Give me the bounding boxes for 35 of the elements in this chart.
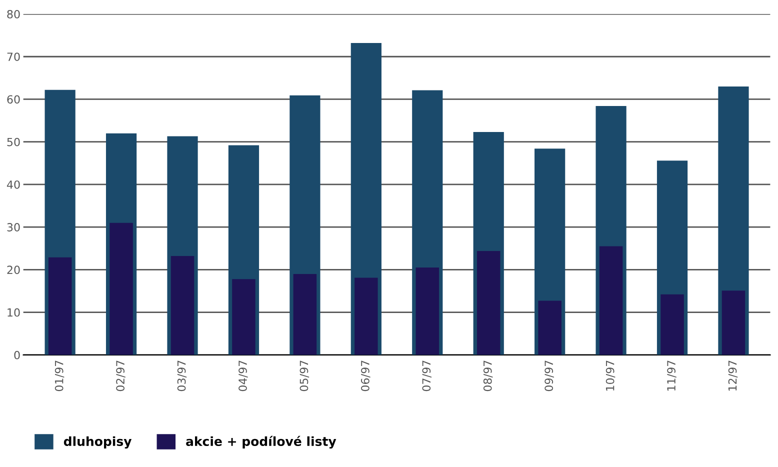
y-tick-label: 50 (7, 138, 20, 146)
x-tick-label: 03/97 (177, 360, 187, 392)
y-tick-label: 10 (8, 308, 20, 317)
x-tick-label: 01/97 (54, 360, 64, 392)
x-tick-label: 05/97 (300, 360, 310, 392)
x-tick-label: 08/97 (483, 360, 493, 392)
bar (416, 268, 440, 355)
bar (293, 274, 317, 355)
y-tick-label: 80 (7, 10, 20, 18)
y-tick-label: 40 (6, 180, 20, 189)
x-tick-label: 11/97 (667, 360, 676, 391)
y-tick-label: 30 (7, 223, 20, 232)
y-tick-label: 20 (7, 266, 20, 274)
x-tick-label: 02/97 (116, 360, 126, 392)
y-tick-label: 0 (14, 350, 20, 360)
x-tick-label: 10/97 (606, 360, 616, 391)
bar (354, 278, 378, 355)
x-tick-label: 04/97 (238, 360, 248, 392)
bar (722, 290, 746, 355)
bar (599, 246, 623, 355)
x-tick-label: 09/97 (544, 360, 554, 392)
y-tick-label: 70 (7, 52, 20, 62)
bar (170, 256, 194, 355)
legend-label: dluhopisy (64, 436, 132, 449)
x-tick-label: 06/97 (360, 360, 370, 392)
bar (476, 250, 500, 355)
bar (660, 294, 684, 355)
bar (538, 300, 562, 355)
bar (48, 257, 72, 355)
bar (110, 222, 133, 355)
x-tick-label: 12/97 (728, 360, 738, 391)
bar (232, 279, 256, 355)
y-tick-label: 60 (7, 95, 20, 104)
x-tick-label: 07/97 (422, 360, 432, 392)
legend-label: akcie + podílové listy (186, 436, 336, 449)
